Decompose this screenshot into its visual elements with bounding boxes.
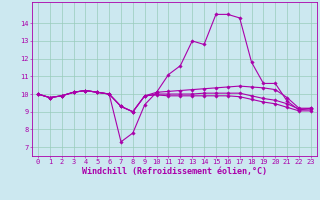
X-axis label: Windchill (Refroidissement éolien,°C): Windchill (Refroidissement éolien,°C)	[82, 167, 267, 176]
